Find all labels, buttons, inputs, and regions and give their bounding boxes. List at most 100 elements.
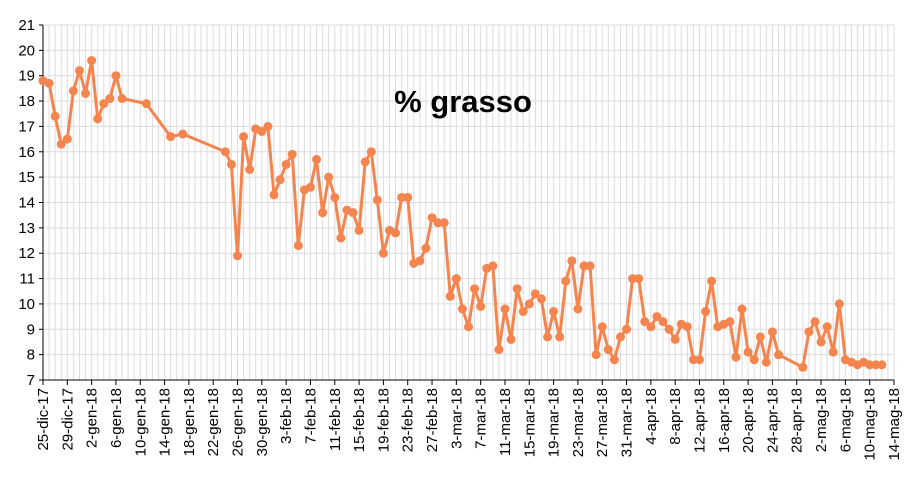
data-point: [275, 175, 285, 185]
data-point: [56, 139, 66, 149]
y-tick-label: 21: [18, 17, 35, 34]
x-tick-label: 24-apr-18: [764, 388, 781, 453]
y-tick-label: 9: [27, 321, 35, 338]
data-point: [488, 261, 498, 271]
data-point: [603, 345, 613, 355]
x-tick-label: 25-dic-17: [35, 388, 52, 451]
data-point: [220, 147, 230, 157]
y-tick-label: 12: [18, 245, 35, 262]
data-point: [670, 334, 680, 344]
x-tick-label: 22-gen-18: [205, 388, 222, 456]
data-point: [263, 121, 273, 131]
data-point: [74, 66, 84, 76]
x-tick-label: 6-mag-18: [837, 388, 854, 452]
x-tick-label: 3-mar-18: [448, 388, 465, 449]
data-point: [500, 304, 510, 314]
y-tick-label: 20: [18, 42, 35, 59]
data-point: [226, 159, 236, 169]
y-tick-label: 15: [18, 169, 35, 186]
x-tick-label: 27-mar-18: [594, 388, 611, 457]
y-tick-label: 10: [18, 296, 35, 313]
x-tick-label: 6-gen-18: [108, 388, 125, 448]
x-tick-label: 15-mar-18: [521, 388, 538, 457]
data-point: [281, 159, 291, 169]
y-tick-label: 17: [18, 118, 35, 135]
data-point: [348, 208, 358, 218]
data-point: [287, 149, 297, 159]
data-point: [415, 256, 425, 266]
data-point: [366, 147, 376, 157]
data-point: [555, 332, 565, 342]
data-point: [549, 307, 559, 317]
data-point: [804, 327, 814, 337]
x-tick-label: 19-mar-18: [546, 388, 563, 457]
x-tick-label: 4-apr-18: [643, 388, 660, 445]
data-point: [464, 322, 473, 332]
data-point: [591, 350, 601, 360]
data-point: [99, 99, 109, 109]
data-point: [318, 208, 328, 218]
data-point: [233, 251, 243, 261]
data-point: [652, 312, 662, 322]
data-point: [239, 132, 249, 142]
x-tick-label: 11-mar-18: [497, 388, 514, 456]
data-point: [725, 317, 735, 327]
data-point: [737, 304, 747, 314]
x-tick-label: 28-apr-18: [789, 388, 806, 453]
data-point: [597, 322, 607, 332]
data-point: [111, 71, 121, 81]
x-tick-label: 23-feb-18: [400, 388, 417, 452]
data-point: [445, 291, 455, 301]
y-tick-label: 19: [18, 68, 35, 85]
data-point: [664, 324, 674, 334]
y-axis-ticks: 7 8 9 10 11 12 13 14 15 16 17 18 19 20 21: [18, 17, 43, 389]
data-point: [524, 299, 534, 309]
data-point: [573, 304, 583, 314]
x-tick-label: 29-dic-17: [59, 388, 76, 451]
data-point: [324, 172, 334, 182]
data-point: [81, 88, 91, 98]
data-point: [743, 347, 753, 357]
x-tick-label: 14-mag-18: [886, 388, 903, 461]
data-point: [451, 274, 461, 284]
data-point: [245, 165, 255, 175]
data-point: [117, 94, 127, 104]
data-point: [476, 301, 486, 311]
data-point: [622, 324, 632, 334]
data-point: [141, 99, 151, 109]
data-point: [470, 284, 480, 294]
data-point: [506, 334, 516, 344]
data-point: [658, 317, 668, 327]
data-point: [707, 276, 717, 286]
series-points: [38, 56, 887, 372]
x-tick-label: 15-feb-18: [351, 388, 368, 452]
data-point: [403, 192, 413, 202]
x-tick-label: 23-mar-18: [570, 388, 587, 457]
data-point: [561, 276, 571, 286]
data-point: [293, 241, 303, 251]
data-point: [360, 157, 370, 167]
x-tick-label: 8-apr-18: [667, 388, 684, 445]
data-point: [312, 154, 322, 164]
x-tick-label: 11-feb-18: [327, 388, 344, 451]
data-point: [810, 317, 820, 327]
data-point: [439, 218, 449, 228]
data-point: [44, 78, 54, 88]
data-point: [427, 213, 437, 223]
x-axis-ticks: 25-dic-17 29-dic-17 2-gen-18 6-gen-18 10-gen…: [35, 380, 903, 461]
y-tick-label: 11: [19, 271, 35, 288]
data-point: [634, 274, 644, 284]
chart-title: % grasso: [394, 84, 532, 119]
data-point: [93, 114, 103, 124]
data-point: [50, 111, 60, 121]
data-point: [166, 132, 176, 142]
data-point: [774, 350, 784, 360]
data-point: [646, 322, 656, 332]
data-point: [609, 355, 619, 365]
data-point: [105, 94, 115, 104]
data-point: [494, 345, 504, 355]
x-tick-label: 18-gen-18: [181, 388, 198, 456]
data-point: [87, 56, 97, 65]
data-point: [336, 233, 346, 243]
